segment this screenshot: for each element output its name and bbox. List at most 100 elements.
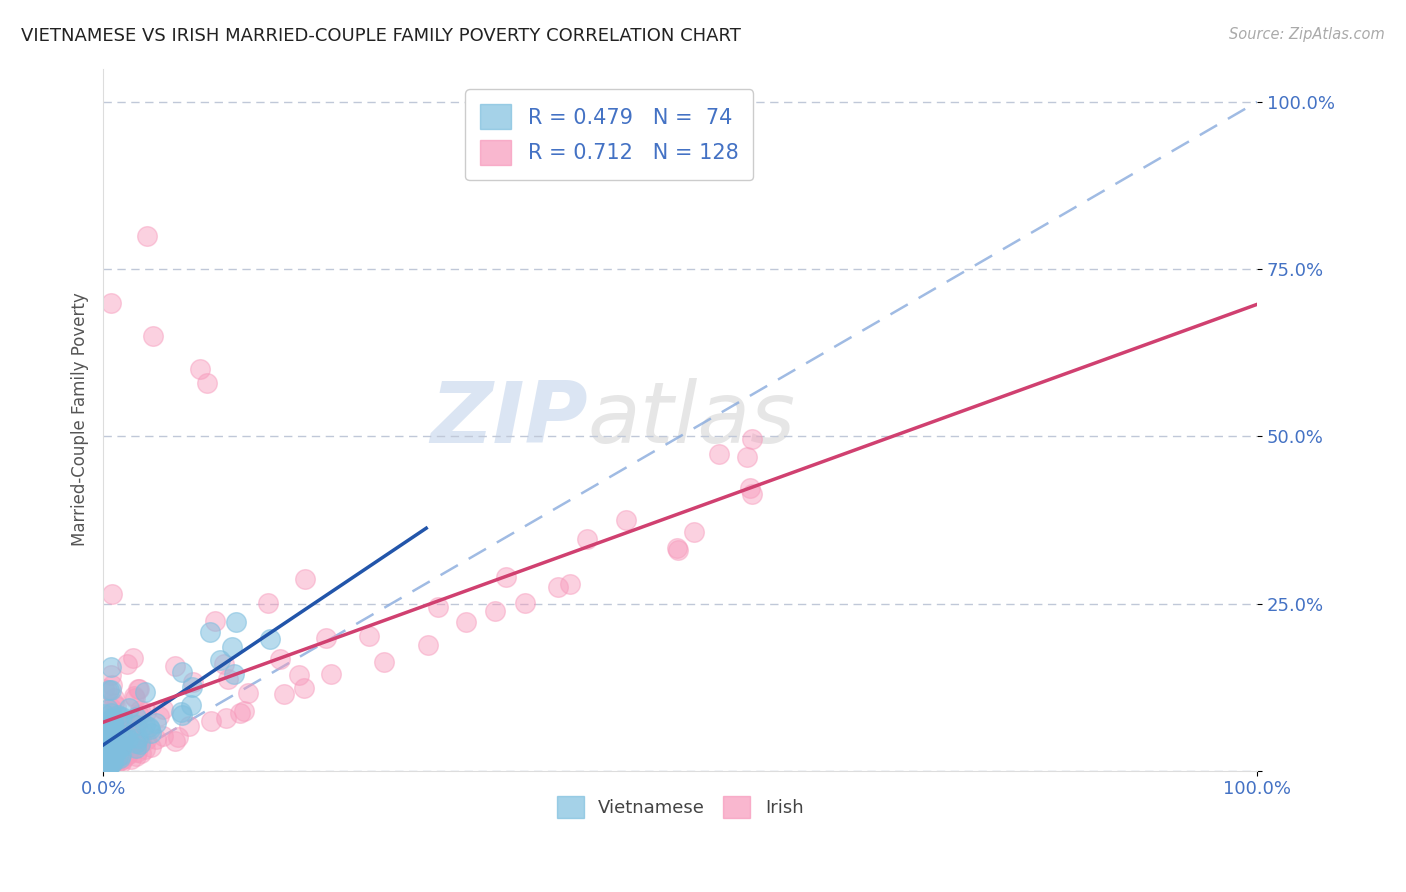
Point [97,749,120,764]
Point [427,599,450,614]
Point [357,629,380,643]
Point [257,596,280,610]
Point [122,717,145,731]
Point [104,746,127,760]
Point [373,655,395,669]
Point [125,734,148,748]
Point [93,749,115,764]
Point [121,729,143,743]
Point [100,668,122,682]
Point [110,740,132,755]
Point [148,709,170,723]
Point [165,734,187,748]
Point [101,752,124,766]
Point [104,749,127,764]
Point [135,706,157,720]
Point [125,710,148,724]
Point [124,740,146,755]
Point [103,737,125,751]
Point [94,756,117,771]
Point [181,680,204,694]
Point [93,726,115,740]
Point [110,747,132,762]
Point [117,657,139,671]
Point [97,738,120,752]
Point [100,587,122,601]
Point [132,724,155,739]
Point [233,704,256,718]
Point [128,681,150,696]
Point [735,450,758,464]
Point [228,706,250,721]
Point [180,698,202,712]
Point [117,747,139,761]
Point [100,752,122,766]
Point [105,699,128,714]
Point [98,683,121,698]
Point [97,758,120,772]
Point [129,703,152,717]
Point [212,657,235,672]
Point [103,714,125,728]
Point [100,711,122,725]
Point [93,723,115,737]
Point [100,700,122,714]
Point [97,754,120,768]
Point [103,723,125,737]
Point [96,683,118,698]
Point [315,631,337,645]
Point [128,707,150,722]
Point [103,690,125,705]
Point [111,739,134,753]
Point [100,720,122,734]
Point [177,718,200,732]
Point [103,756,125,770]
Point [418,638,440,652]
Point [513,596,536,610]
Point [560,577,582,591]
Point [292,681,315,696]
Point [100,754,122,768]
Point [134,717,156,731]
Point [129,737,152,751]
Point [224,666,246,681]
Point [101,678,124,692]
Point [134,741,156,756]
Point [122,689,145,703]
Point [101,717,124,731]
Point [142,329,165,343]
Point [111,710,134,724]
Point [170,665,193,679]
Point [97,702,120,716]
Point [93,747,115,761]
Point [200,714,222,728]
Point [495,570,517,584]
Point [105,753,128,767]
Point [98,759,121,773]
Point [259,632,281,646]
Point [101,719,124,733]
Point [100,295,122,310]
Point [118,701,141,715]
Point [547,580,569,594]
Point [165,658,187,673]
Point [288,667,311,681]
Point [172,707,194,722]
Point [127,731,149,745]
Point [105,715,128,730]
Point [125,718,148,732]
Point [169,705,191,719]
Point [135,228,157,243]
Point [108,710,131,724]
Point [93,681,115,696]
Point [94,757,117,772]
Point [100,757,122,772]
Point [94,741,117,756]
Point [101,729,124,743]
Point [104,734,127,748]
Point [96,718,118,732]
Point [139,723,162,737]
Point [238,686,260,700]
Point [666,541,689,555]
Point [100,732,122,747]
